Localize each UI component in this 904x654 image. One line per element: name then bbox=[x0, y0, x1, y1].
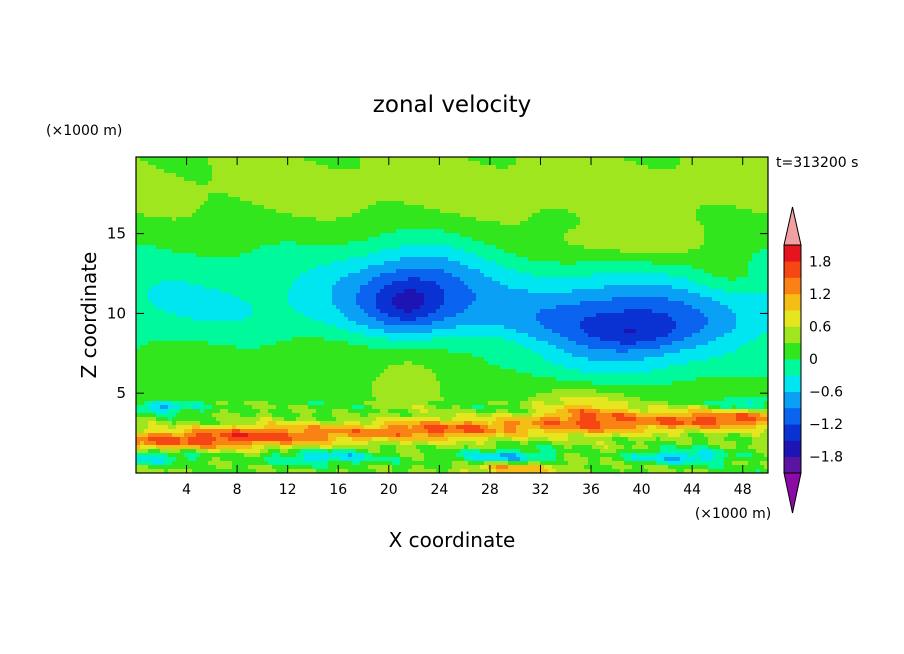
colorbar-bin bbox=[784, 293, 801, 311]
colorbar-tick-label: −0.6 bbox=[809, 385, 843, 401]
y-axis: 5 10 15 bbox=[107, 225, 768, 402]
colorbar-bin bbox=[784, 277, 801, 295]
y-tick-label: 5 bbox=[116, 384, 126, 402]
x-axis-label: X coordinate bbox=[389, 528, 516, 552]
x-tick-label: 20 bbox=[380, 482, 398, 498]
colorbar-bin bbox=[784, 326, 801, 344]
colorbar-bin bbox=[784, 342, 801, 360]
y-unit-label: (×1000 m) bbox=[46, 123, 122, 139]
x-tick-label: 16 bbox=[329, 482, 347, 498]
x-tick-label: 48 bbox=[734, 482, 752, 498]
x-unit-label: (×1000 m) bbox=[695, 506, 771, 522]
y-axis-label: Z coordinate bbox=[77, 252, 101, 379]
x-tick-label: 44 bbox=[683, 482, 701, 498]
y-tick-label: 10 bbox=[107, 304, 126, 322]
colorbar-tick-label: 0 bbox=[809, 352, 818, 368]
colorbar-tick-label: 1.8 bbox=[809, 254, 831, 270]
colorbar-high-extend bbox=[783, 206, 802, 246]
colorbar-bin bbox=[784, 261, 801, 278]
colorbar-frame bbox=[783, 244, 802, 474]
colorbar-bin bbox=[784, 407, 801, 425]
colorbar: −1.8 −1.2 −0.6 0 0.6 1.2 1.8 bbox=[783, 206, 843, 514]
colorbar-bin bbox=[784, 359, 801, 376]
x-tick-label: 24 bbox=[430, 482, 448, 498]
y-tick-label: 15 bbox=[107, 225, 126, 243]
x-tick-label: 8 bbox=[233, 482, 242, 498]
colorbar-bin bbox=[784, 375, 801, 392]
x-axis: 4 8 12 16 20 24 28 32 36 40 44 48 bbox=[182, 157, 752, 498]
colorbar-tick-label: 0.6 bbox=[809, 319, 831, 335]
x-tick-label: 40 bbox=[633, 482, 651, 498]
colorbar-bin bbox=[784, 310, 801, 327]
colorbar-tick-label: −1.8 bbox=[809, 450, 843, 466]
colorbar-bin bbox=[784, 391, 801, 409]
time-label: t=313200 s bbox=[776, 155, 858, 171]
x-tick-label: 12 bbox=[279, 482, 297, 498]
x-tick-label: 36 bbox=[582, 482, 600, 498]
plot-frame bbox=[135, 156, 769, 474]
x-tick-label: 32 bbox=[532, 482, 550, 498]
colorbar-tick-label: −1.2 bbox=[809, 417, 843, 433]
colorbar-bin bbox=[784, 424, 801, 441]
heatmap-field bbox=[136, 157, 768, 473]
colorbar-bin bbox=[784, 456, 801, 474]
chart-title: zonal velocity bbox=[373, 92, 531, 118]
colorbar-bin bbox=[784, 245, 801, 262]
x-tick-label: 4 bbox=[182, 482, 191, 498]
colorbar-low-extend bbox=[783, 472, 802, 514]
colorbar-tick-label: 1.2 bbox=[809, 287, 831, 303]
colorbar-bin bbox=[784, 440, 801, 458]
x-tick-label: 28 bbox=[481, 482, 499, 498]
